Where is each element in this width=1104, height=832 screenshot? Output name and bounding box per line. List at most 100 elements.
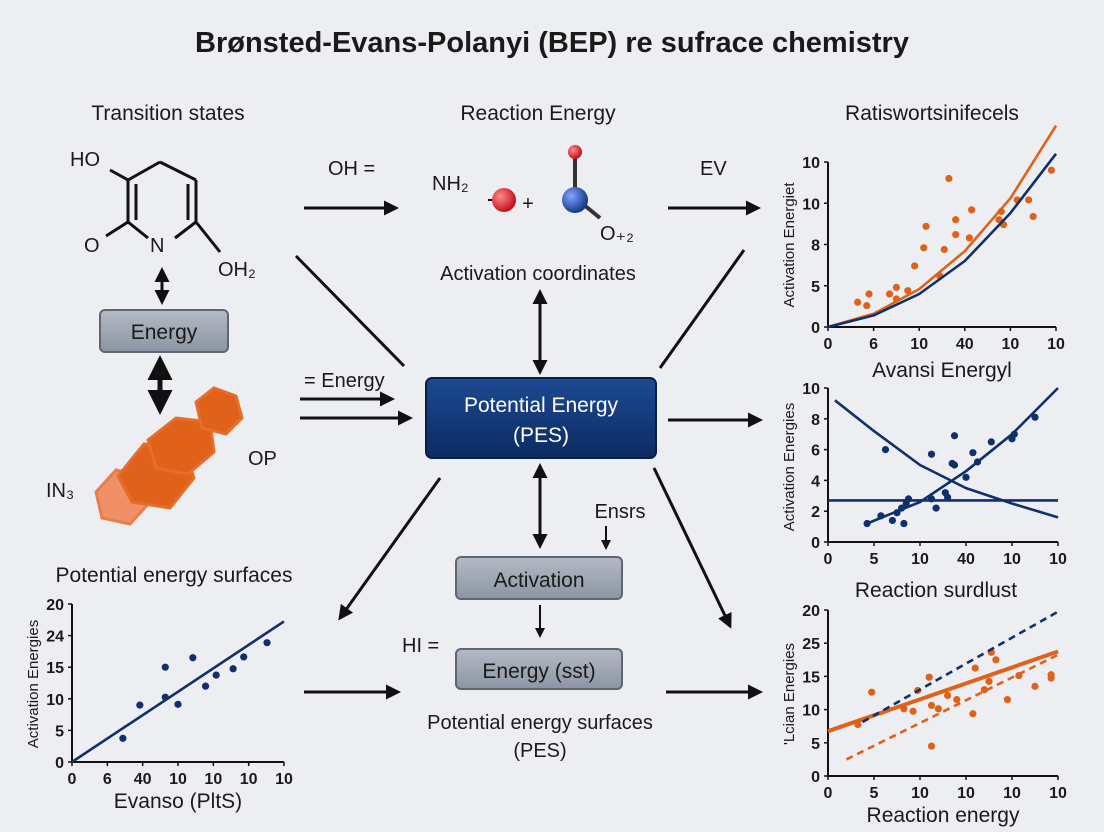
y-tick-label: 10: [802, 196, 820, 213]
x-axis-label: Evanso (PltS): [114, 790, 242, 813]
y-tick-label: 10: [46, 692, 64, 709]
energy-sst-box: [455, 648, 623, 690]
data-point: [987, 438, 995, 446]
data-point: [948, 459, 956, 468]
series-line: [71, 620, 285, 764]
nh2-label: NH₂: [432, 173, 469, 195]
x-tick-label: 10: [911, 785, 929, 802]
x-tick-label: 0: [68, 771, 77, 788]
pes-box-line2: (PES): [513, 424, 569, 447]
y-tick-label: 8: [811, 238, 820, 255]
data-point: [904, 287, 912, 295]
data-point: [229, 665, 237, 673]
x-tick-label: 40: [956, 336, 974, 353]
pes-caption-line2: (PES): [513, 740, 566, 762]
blue-atom-icon: [562, 187, 588, 213]
data-point: [1003, 696, 1012, 704]
data-point: [902, 499, 910, 508]
data-point: [900, 519, 908, 528]
data-point: [953, 696, 961, 704]
series-line: [827, 125, 1058, 329]
x-tick-label: 10: [204, 771, 222, 788]
chart-title: Potential energy surfaces: [56, 564, 293, 587]
data-point: [263, 639, 271, 647]
data-point: [940, 245, 948, 254]
x-tick-label: 40: [134, 771, 152, 788]
y-tick-label: 6: [811, 443, 820, 460]
y-tick-label: 8: [811, 412, 820, 429]
x-axis-label: Reaction energy: [867, 804, 1020, 827]
data-point: [885, 290, 894, 298]
series-line: [845, 653, 1059, 761]
data-point: [892, 283, 901, 291]
data-point: [136, 701, 144, 709]
data-point: [1025, 196, 1033, 204]
data-point: [1031, 682, 1039, 690]
series-line: [834, 399, 1059, 519]
activation-box-label: Activation: [493, 569, 584, 592]
series-line: [861, 610, 1059, 724]
pes-lower-right-arrow: [652, 467, 732, 629]
x-tick-label: 10: [957, 785, 975, 802]
energy-arrow-label: = Energy: [304, 370, 385, 392]
y-tick-label: 0: [811, 320, 820, 337]
y-tick-label: 10: [802, 703, 820, 720]
activation-coordinates-label: Activation coordinates: [440, 263, 636, 285]
transition-states-header: Transition states: [91, 102, 244, 125]
orange-hexagon-cluster-icon: [94, 386, 244, 526]
x-tick-label: 0: [824, 785, 833, 802]
x-tick-label: 5: [870, 551, 879, 568]
data-point: [888, 516, 897, 525]
data-point: [971, 664, 979, 672]
data-point: [1029, 212, 1037, 221]
data-point: [1031, 413, 1039, 421]
data-point: [969, 710, 977, 718]
data-point: [952, 231, 960, 239]
y-tick-label: 15: [802, 669, 820, 686]
y-tick-label: 5: [55, 723, 64, 740]
x-tick-label: 10: [910, 336, 928, 353]
data-point: [868, 688, 876, 696]
energy-sst-box-label: Energy (sst): [482, 660, 595, 683]
y-tick-label: 20: [46, 597, 64, 614]
data-point: [161, 663, 169, 671]
data-point: [968, 206, 976, 214]
energy-box-label: Energy: [131, 321, 198, 344]
data-point: [927, 742, 936, 750]
pes-caption-line1: Potential energy surfaces: [427, 712, 653, 734]
data-point: [174, 700, 182, 708]
y-tick-label: 0: [811, 535, 820, 552]
data-point: [240, 653, 248, 661]
y-axis-label: Activation Energies: [781, 403, 798, 531]
data-point: [865, 290, 873, 298]
y-axis-label: Activation Energies: [25, 620, 42, 748]
diag-line-left-top: [294, 254, 406, 368]
data-point: [932, 504, 940, 512]
ensrs-label: Ensrs: [594, 501, 645, 523]
y-tick-label: 10: [802, 381, 820, 398]
y-tick-label: 10: [802, 155, 820, 172]
data-point: [189, 654, 197, 662]
y-tick-label: 24: [46, 629, 64, 646]
x-tick-label: 10: [911, 551, 929, 568]
oh-label: OH =: [328, 158, 375, 180]
y-tick-label: 15: [46, 660, 64, 677]
data-point: [863, 301, 871, 310]
data-point: [927, 701, 936, 710]
x-tick-label: 10: [1003, 785, 1021, 802]
data-point: [934, 705, 943, 713]
x-tick-label: 10: [1049, 551, 1067, 568]
data-point: [969, 449, 977, 457]
pes-box-line1: Potential Energy: [464, 394, 619, 417]
data-point: [945, 174, 953, 183]
series-line: [827, 153, 1058, 329]
data-point: [925, 673, 933, 681]
chart-bottom-right: 0 5 10 10 10 10 0 5 10 15 25 20 'Lcian Energies React…: [781, 579, 1067, 827]
data-point: [911, 262, 919, 270]
x-tick-label: 10: [1049, 785, 1067, 802]
y-tick-label: 20: [802, 603, 820, 620]
